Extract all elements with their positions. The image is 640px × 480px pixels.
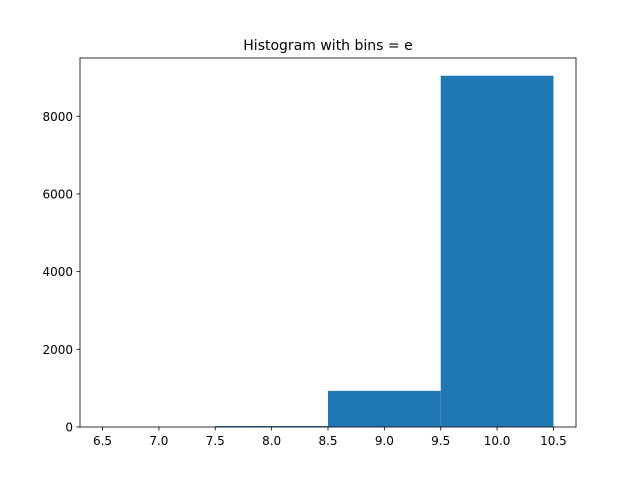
x-tick-label: 6.5 bbox=[93, 434, 112, 448]
y-tick-label: 4000 bbox=[42, 265, 73, 279]
histogram-bar-1 bbox=[215, 426, 328, 427]
x-tick-label: 7.0 bbox=[149, 434, 168, 448]
x-tick-label: 10.5 bbox=[540, 434, 567, 448]
chart-title: Histogram with bins = e bbox=[243, 38, 412, 54]
x-tick-label: 10.0 bbox=[484, 434, 511, 448]
x-tick-label: 9.0 bbox=[375, 434, 394, 448]
histogram-bar-2 bbox=[328, 390, 441, 427]
bars-group bbox=[102, 75, 554, 427]
histogram-bar-3 bbox=[440, 75, 554, 427]
y-tick-label: 2000 bbox=[42, 343, 73, 357]
x-tick-label: 9.5 bbox=[431, 434, 450, 448]
axes-group: 6.5 7.0 7.5 8.0 8.5 9.0 9.5 10.0 10.5 0 2000 4000 60… bbox=[42, 57, 577, 448]
x-tick-label: 8.5 bbox=[318, 434, 337, 448]
x-tick-label: 7.5 bbox=[206, 434, 225, 448]
x-tick-label: 8.0 bbox=[262, 434, 281, 448]
y-tick-label: 0 bbox=[65, 421, 73, 435]
y-tick-label: 6000 bbox=[42, 187, 73, 201]
y-tick-label: 8000 bbox=[42, 110, 73, 124]
